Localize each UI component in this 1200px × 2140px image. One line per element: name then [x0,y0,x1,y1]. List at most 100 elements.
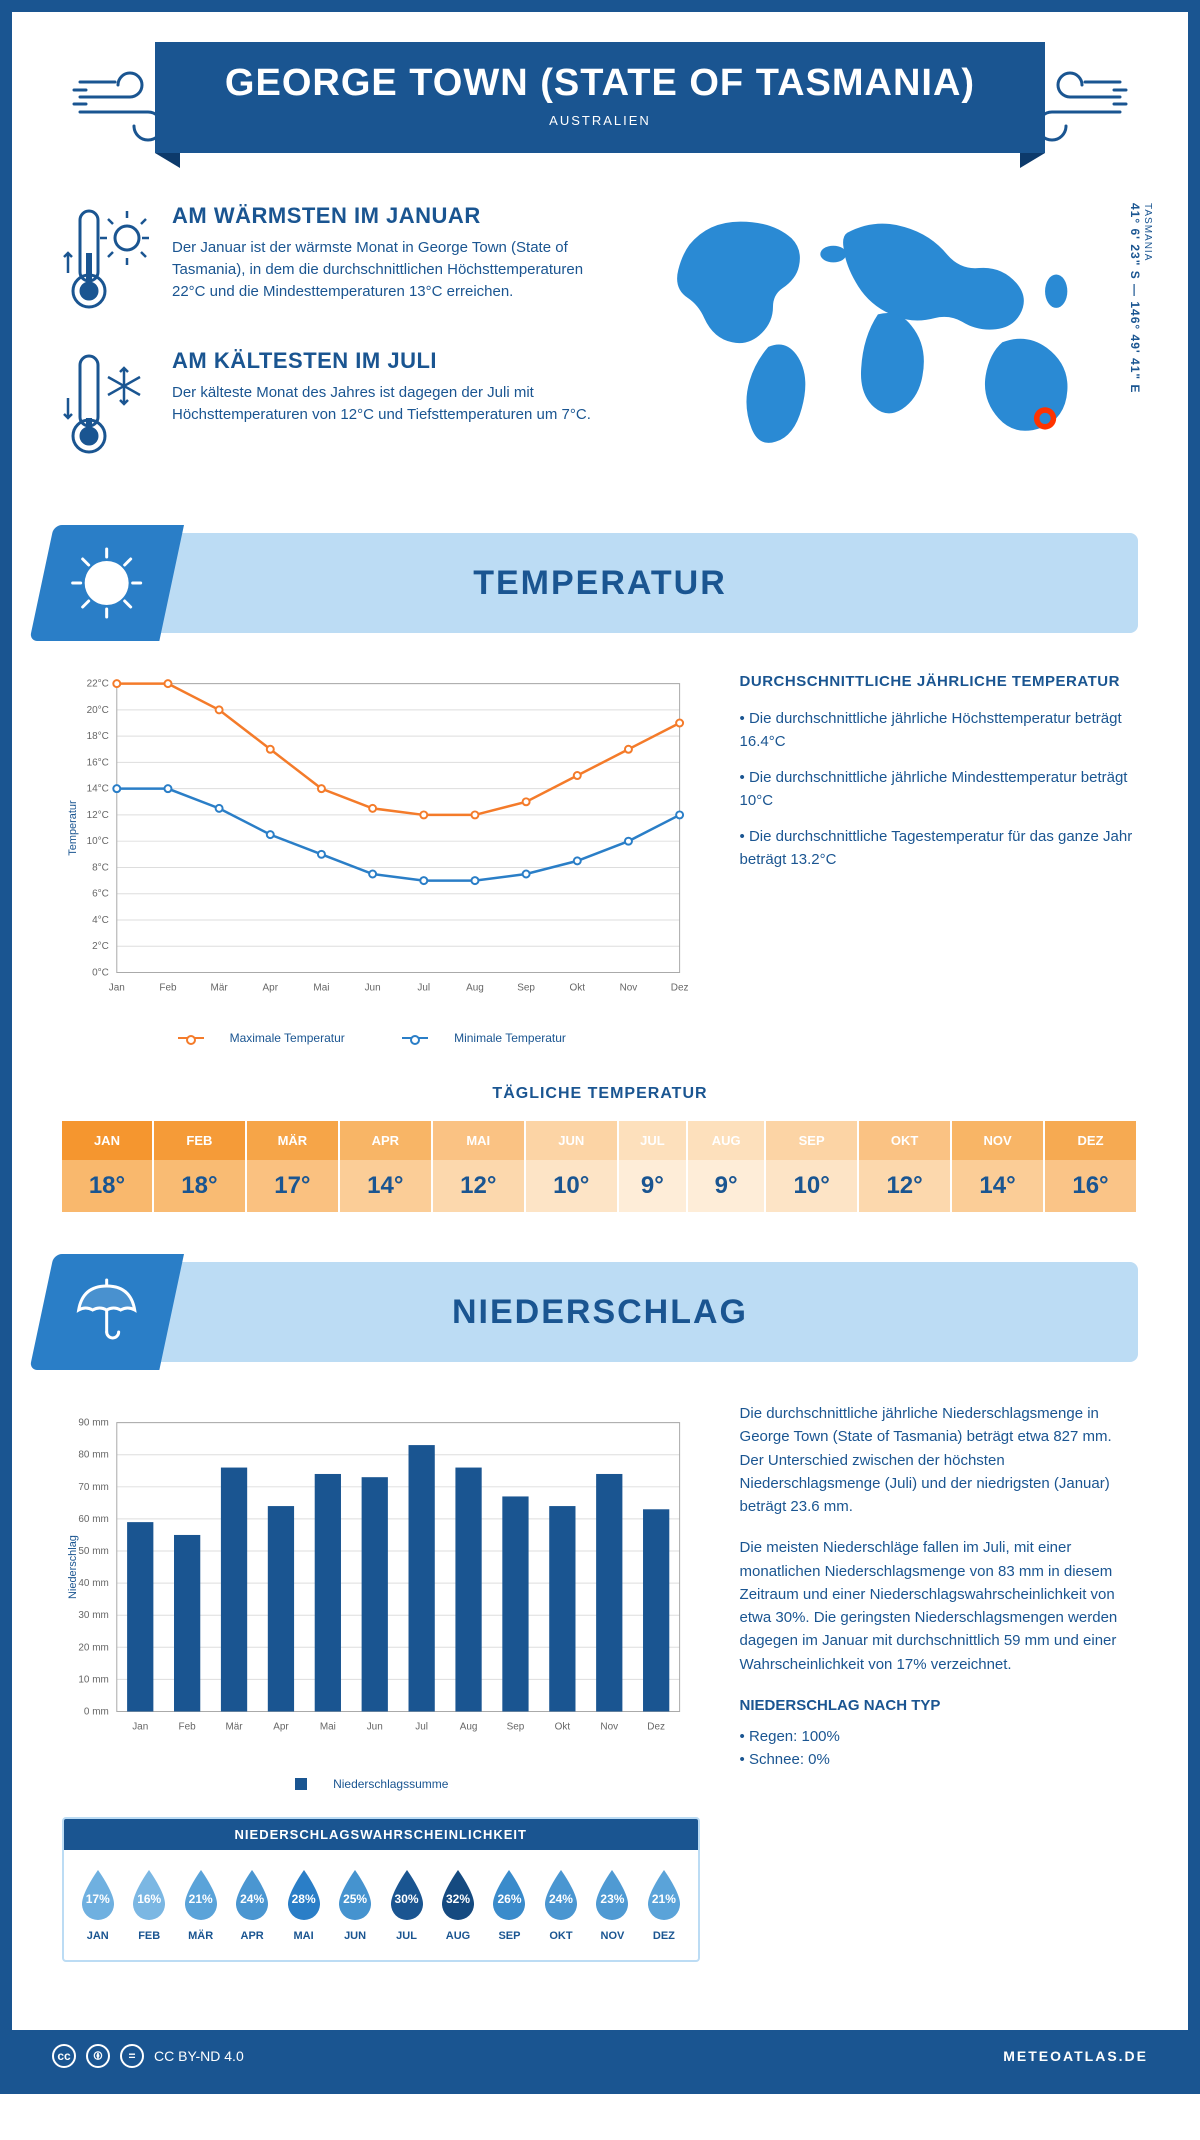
precip-summary: Die durchschnittliche jährliche Niedersc… [740,1402,1138,1962]
svg-text:Sep: Sep [517,982,535,993]
title-banner: GEORGE TOWN (STATE OF TASMANIA) AUSTRALI… [155,42,1045,153]
cold-block: AM KÄLTESTEN IM JULI Der kälteste Monat … [62,348,610,463]
svg-text:Jan: Jan [109,982,125,993]
umbrella-icon [29,1254,184,1370]
daily-month: JUL [618,1121,687,1160]
license: cc 🅯 = CC BY-ND 4.0 [52,2044,244,2068]
daily-value: 18° [153,1160,246,1212]
probability-item: 21%DEZ [638,1868,689,1942]
svg-text:20 mm: 20 mm [78,1642,108,1653]
daily-month: NOV [951,1121,1044,1160]
probability-item: 32%AUG [432,1868,483,1942]
svg-text:Apr: Apr [263,982,279,993]
svg-text:22°C: 22°C [87,679,109,690]
precip-p2: Die meisten Niederschläge fallen im Juli… [740,1536,1138,1676]
temp-summary: DURCHSCHNITTLICHE JÄHRLICHE TEMPERATUR •… [740,673,1138,1045]
probability-title: NIEDERSCHLAGSWAHRSCHEINLICHKEIT [64,1819,698,1850]
cold-body: Der kälteste Monat des Jahres ist dagege… [172,382,610,426]
thermometer-sun-icon [62,203,152,318]
svg-text:18°C: 18°C [87,731,109,742]
svg-text:14°C: 14°C [87,784,109,795]
svg-text:10°C: 10°C [87,836,109,847]
daily-month: MÄR [246,1121,339,1160]
svg-text:80 mm: 80 mm [78,1450,108,1461]
svg-text:Mai: Mai [313,982,329,993]
svg-text:Niederschlag: Niederschlag [67,1535,79,1599]
license-text: CC BY-ND 4.0 [154,2048,244,2064]
svg-text:0 mm: 0 mm [84,1706,109,1717]
section-niederschlag: NIEDERSCHLAG [62,1262,1138,1362]
daily-value: 10° [525,1160,618,1212]
daily-value: 12° [432,1160,525,1212]
svg-text:6°C: 6°C [92,889,109,900]
svg-text:Okt: Okt [555,1721,571,1732]
svg-text:60 mm: 60 mm [78,1514,108,1525]
daily-month: MAI [432,1121,525,1160]
svg-text:Jan: Jan [132,1721,148,1732]
coordinates: 41° 6' 23" S — 146° 49' 41" E [1128,203,1142,393]
header: GEORGE TOWN (STATE OF TASMANIA) AUSTRALI… [62,42,1138,153]
svg-text:Mär: Mär [225,1721,243,1732]
svg-text:30 mm: 30 mm [78,1610,108,1621]
daily-month: AUG [687,1121,765,1160]
temp-legend: Maximale Temperatur Minimale Temperatur [62,1028,700,1045]
svg-text:90 mm: 90 mm [78,1418,108,1429]
svg-text:50 mm: 50 mm [78,1546,108,1557]
svg-text:16°C: 16°C [87,757,109,768]
footer: cc 🅯 = CC BY-ND 4.0 METEOATLAS.DE [12,2030,1188,2082]
thermometer-snow-icon [62,348,152,463]
probability-item: 24%OKT [535,1868,586,1942]
svg-text:12°C: 12°C [87,810,109,821]
daily-month: JUN [525,1121,618,1160]
temperature-chart: 0°C2°C4°C6°C8°C10°C12°C14°C16°C18°C20°C2… [62,673,700,1045]
temp-summary-line: • Die durchschnittliche Tagestemperatur … [740,826,1138,871]
daily-month: OKT [858,1121,951,1160]
daily-value: 17° [246,1160,339,1212]
svg-text:Dez: Dez [671,982,689,993]
temp-summary-line: • Die durchschnittliche jährliche Mindes… [740,767,1138,812]
svg-text:Sep: Sep [507,1721,525,1732]
section-temperatur: TEMPERATUR [62,533,1138,633]
warm-block: AM WÄRMSTEN IM JANUAR Der Januar ist der… [62,203,610,318]
svg-text:70 mm: 70 mm [78,1482,108,1493]
warm-body: Der Januar ist der wärmste Monat in Geor… [172,237,610,302]
daily-value: 14° [951,1160,1044,1212]
probability-item: 28%MAI [278,1868,329,1942]
svg-text:Jul: Jul [417,982,430,993]
svg-text:Nov: Nov [600,1721,618,1732]
daily-value: 9° [618,1160,687,1212]
svg-text:Feb: Feb [179,1721,197,1732]
precip-type-rain: • Regen: 100% [740,1725,1138,1748]
svg-text:2°C: 2°C [92,941,109,952]
svg-text:Temperatur: Temperatur [67,800,79,856]
section-title: NIEDERSCHLAG [452,1293,748,1332]
probability-item: 26%SEP [484,1868,535,1942]
world-map: TASMANIA41° 6' 23" S — 146° 49' 41" E [640,203,1138,493]
temp-summary-line: • Die durchschnittliche jährliche Höchst… [740,708,1138,753]
daily-month: SEP [765,1121,858,1160]
probability-item: 24%APR [226,1868,277,1942]
svg-text:Jun: Jun [365,982,381,993]
svg-text:Okt: Okt [570,982,586,993]
daily-value: 9° [687,1160,765,1212]
daily-value: 10° [765,1160,858,1212]
probability-item: 30%JUL [381,1868,432,1942]
daily-value: 14° [339,1160,432,1212]
probability-item: 23%NOV [587,1868,638,1942]
daily-temp-table: JANFEBMÄRAPRMAIJUNJULAUGSEPOKTNOVDEZ 18°… [62,1121,1138,1212]
svg-text:Feb: Feb [159,982,177,993]
temp-summary-title: DURCHSCHNITTLICHE JÄHRLICHE TEMPERATUR [740,673,1138,690]
precip-legend: Niederschlagssumme [62,1777,700,1793]
probability-item: 21%MÄR [175,1868,226,1942]
svg-text:Mär: Mär [211,982,229,993]
daily-month: FEB [153,1121,246,1160]
precip-type-snow: • Schnee: 0% [740,1748,1138,1771]
by-icon: 🅯 [86,2044,110,2068]
svg-text:20°C: 20°C [87,705,109,716]
svg-text:8°C: 8°C [92,862,109,873]
daily-month: JAN [62,1121,153,1160]
svg-text:Aug: Aug [466,982,484,993]
warm-title: AM WÄRMSTEN IM JANUAR [172,203,610,229]
daily-value: 16° [1044,1160,1137,1212]
daily-temp-title: TÄGLICHE TEMPERATUR [62,1085,1138,1103]
